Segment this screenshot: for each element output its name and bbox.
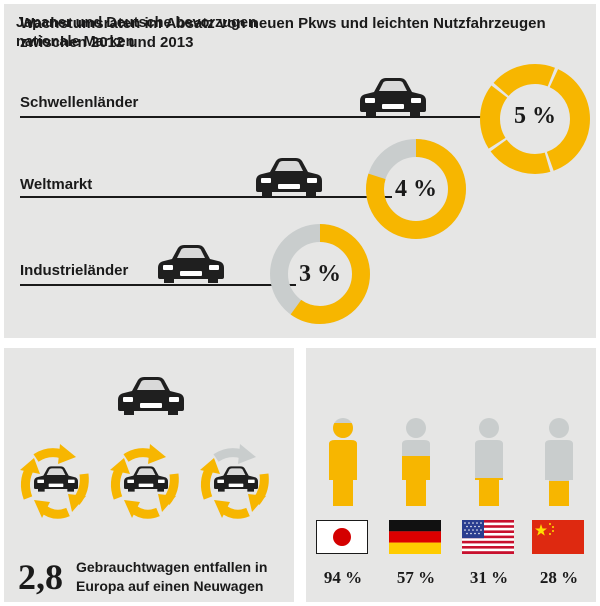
car-icon bbox=[124, 466, 168, 492]
pct-usa: 31 % bbox=[469, 568, 509, 587]
person-icon-china bbox=[545, 418, 573, 506]
car-icon bbox=[214, 466, 258, 492]
pct-china: 28 % bbox=[539, 568, 579, 587]
japan-flag-icon bbox=[316, 520, 368, 554]
row-line-industrial bbox=[20, 284, 296, 286]
row-label-emerging: Schwellenländer bbox=[20, 94, 139, 111]
car-icon bbox=[256, 158, 322, 196]
person-icon-japan bbox=[329, 418, 357, 506]
car-icon bbox=[360, 78, 426, 116]
car-icon bbox=[158, 245, 224, 283]
usa-flag-icon bbox=[462, 520, 514, 554]
ring-fill bbox=[270, 224, 370, 324]
ring-value-world: 4 % bbox=[395, 176, 437, 202]
used-cars-caption-2: Europa auf einen Neuwagen bbox=[76, 578, 264, 594]
ring-value-industrial: 3 % bbox=[299, 261, 341, 287]
ring-track bbox=[480, 64, 590, 174]
row-line-emerging bbox=[20, 116, 490, 118]
pct-germany: 57 % bbox=[396, 568, 436, 587]
row-label-world: Weltmarkt bbox=[20, 176, 93, 193]
person-icon-germany bbox=[402, 418, 430, 506]
china-flag-icon bbox=[532, 520, 584, 554]
used-cars-caption-1: Gebrauchtwagen entfallen in bbox=[76, 559, 268, 575]
new-car-icon bbox=[118, 377, 184, 415]
row-line-world bbox=[20, 196, 392, 198]
ring-chart-industrial bbox=[270, 224, 370, 324]
brand-preference-title: Japaner und Deutsche bevorzugen national… bbox=[16, 15, 257, 50]
row-label-industrial: Industrieländer bbox=[20, 262, 129, 279]
growth-title: Wachstumsraten im Absatz von neuen Pkws … bbox=[20, 15, 546, 51]
ring-fill bbox=[366, 139, 466, 239]
used-cars-ratio: 2,8 bbox=[18, 557, 63, 597]
person-icon-usa bbox=[475, 418, 503, 506]
pct-japan: 94 % bbox=[323, 568, 363, 587]
ring-chart-emerging bbox=[480, 64, 590, 174]
germany-flag-icon bbox=[389, 520, 441, 554]
car-icon bbox=[34, 466, 78, 492]
ring-chart-world bbox=[366, 139, 466, 239]
ring-value-emerging: 5 % bbox=[514, 103, 556, 129]
